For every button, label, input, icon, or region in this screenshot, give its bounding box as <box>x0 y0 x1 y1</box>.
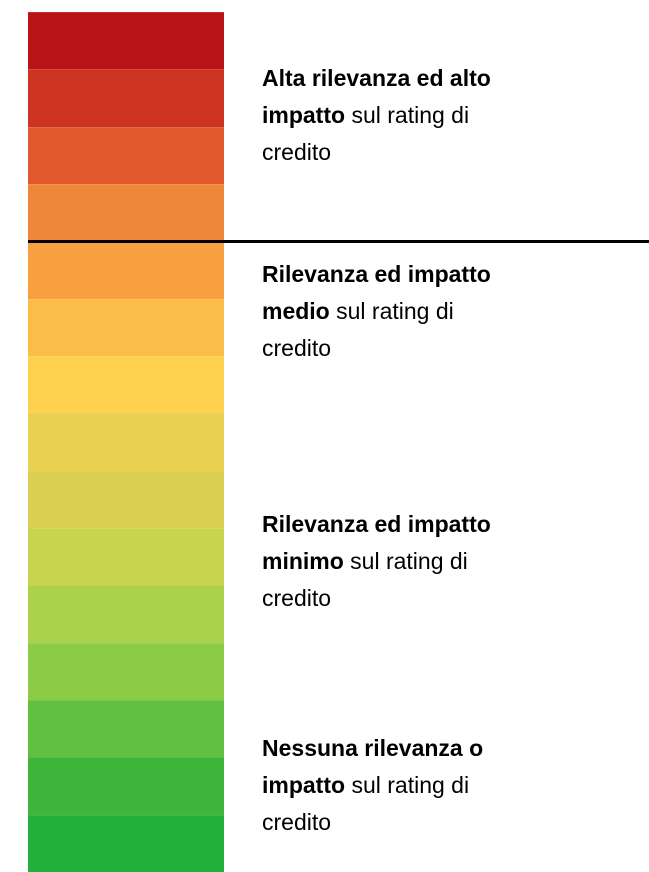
label-text: credito <box>262 335 332 361</box>
label-text: sul rating di <box>351 772 470 798</box>
label-bold: Alta rilevanza ed alto <box>262 65 491 91</box>
legend-item: Rilevanza ed impatto minimo sul rating d… <box>262 506 491 617</box>
label-text: sul rating di <box>350 548 468 574</box>
label-bold: Rilevanza ed impatto <box>262 261 491 287</box>
label-bold: impatto <box>262 102 346 128</box>
label-text: credito <box>262 139 332 165</box>
label-bold: impatto <box>262 772 346 798</box>
legend-item: Alta rilevanza ed alto impatto sul ratin… <box>262 60 491 171</box>
label-bold: minimo <box>262 548 344 574</box>
label-text: sul rating di <box>336 298 454 324</box>
divider-line <box>28 240 649 243</box>
color-scale <box>28 12 224 872</box>
label-text: sul rating di <box>351 102 470 128</box>
label-bold: Rilevanza ed impatto <box>262 511 491 537</box>
label-bold: medio <box>262 298 330 324</box>
legend-item: Nessuna rilevanza o impatto sul rating d… <box>262 730 483 841</box>
legend-item: Rilevanza ed impatto medio sul rating di… <box>262 256 491 367</box>
label-text: credito <box>262 809 332 835</box>
label-bold: Nessuna rilevanza o <box>262 735 484 761</box>
label-text: credito <box>262 585 332 611</box>
